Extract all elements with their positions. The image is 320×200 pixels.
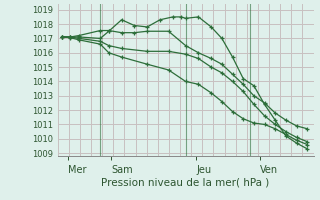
X-axis label: Pression niveau de la mer( hPa ): Pression niveau de la mer( hPa ) — [101, 178, 270, 188]
